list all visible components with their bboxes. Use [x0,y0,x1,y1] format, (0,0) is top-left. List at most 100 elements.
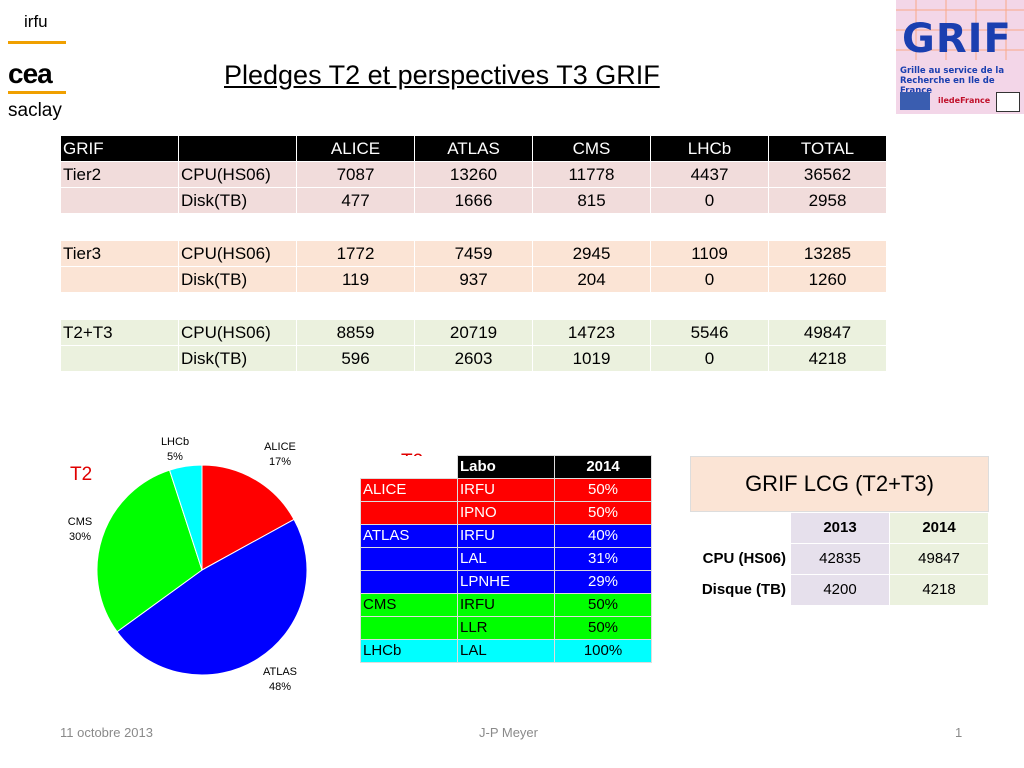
irfu-cea-saclay-logo: irfu cea saclay [8,8,68,121]
table-cell: 5546 [650,319,769,346]
table-cell: 49847 [768,319,887,346]
pie-slice-lhcb [168,464,203,571]
table-header-cell: TOTAL [768,135,887,162]
lcg-cell: 2014 [889,512,989,544]
table-cell [60,292,179,320]
labo-row: CMS IRFU 50% [360,593,652,617]
grif-subtitle-line: Grille au service de la [900,66,1005,76]
footer-page-number: 1 [955,725,963,740]
table-cell [768,213,887,241]
labo-cell: 40% [554,524,652,548]
labo-cell: 50% [554,478,652,502]
iledefrance-logo: iledeFrance [938,96,991,105]
pie-label-name: LHCb [161,436,189,448]
logo-divider [8,41,66,44]
labo-row: LPNHE 29% [360,570,652,594]
table-cell: 1772 [296,240,415,267]
labo-cell: 50% [554,501,652,525]
logo-divider [8,91,66,94]
labo-cell: 29% [554,570,652,594]
table-cell [414,292,533,320]
labo-cell [360,570,458,594]
grif-logo-word: GRIF [902,16,1012,62]
lcg-title: GRIF LCG (T2+T3) [690,456,989,512]
table-cell: 1666 [414,187,533,214]
table-cell: 2945 [532,240,651,267]
table-row: Disk(TB) 596 2603 1019 0 4218 [60,345,887,372]
table-header-cell: LHCb [650,135,769,162]
table-header-cell: GRIF [60,135,179,162]
pie-label-percent: 17% [269,456,291,468]
table-cell: 815 [532,187,651,214]
lcg-table: 2013 2014 CPU (HS06) 42835 49847 Disque (TB) 4… [686,512,989,606]
egee-logo [900,92,930,110]
table-cell: CPU(HS06) [178,161,297,188]
lcg-row: CPU (HS06) 42835 49847 [686,543,989,575]
grif-logo-subtitle: Grille au service de la Recherche en Ile… [900,66,1024,96]
pie-label-percent: 48% [269,681,291,693]
lcg-cell: Disque (TB) [686,574,791,606]
table-cell: 36562 [768,161,887,188]
table-row: Tier2 CPU(HS06) 7087 13260 11778 4437 36562 [60,161,887,188]
table-cell: 11778 [532,161,651,188]
labo-cell [360,616,458,640]
table-row: Disk(TB) 119 937 204 0 1260 [60,266,887,293]
table-cell: Tier2 [60,161,179,188]
table-cell: 596 [296,345,415,372]
table-cell: 4437 [650,161,769,188]
table-cell [296,213,415,241]
labo-cell: IRFU [457,524,555,548]
lcg-cell: 4218 [889,574,989,606]
pie-slice-cms [96,469,203,633]
labo-cell [360,501,458,525]
labo-cell: IRFU [457,593,555,617]
labo-cell: LPNHE [457,570,555,594]
labo-cell: LAL [457,547,555,571]
slide-title: Pledges T2 et perspectives T3 GRIF [224,60,660,90]
lcg-row: Disque (TB) 4200 4218 [686,574,989,606]
table-cell [60,345,179,372]
labo-cell: 50% [554,616,652,640]
lcg-logo [996,92,1020,112]
pledges-table: GRIF ALICE ATLAS CMS LHCb TOTAL Tier2 CPU(HS06)… [60,135,887,372]
table-cell: 4218 [768,345,887,372]
table-cell: Disk(TB) [178,345,297,372]
table-cell [178,292,297,320]
table-cell: CPU(HS06) [178,240,297,267]
table-cell: Disk(TB) [178,187,297,214]
pie-slice-atlas [116,518,308,676]
labo-row: IPNO 50% [360,501,652,525]
labo-cell: 31% [554,547,652,571]
table-cell [414,213,533,241]
table-cell [532,292,651,320]
labo-cell: LLR [457,616,555,640]
table-cell: 204 [532,266,651,293]
table-cell: 477 [296,187,415,214]
table-row: Disk(TB) 477 1666 815 0 2958 [60,187,887,214]
table-cell: Tier3 [60,240,179,267]
lcg-cell [686,512,791,544]
labo-cell: LHCb [360,639,458,663]
table-cell: 1260 [768,266,887,293]
labo-cell: ALICE [360,478,458,502]
pie-label-percent: 5% [167,451,183,463]
pie-slice-alice [201,464,295,571]
labo-header-cell: 2014 [554,455,652,479]
table-cell: 2603 [414,345,533,372]
labo-cell: ATLAS [360,524,458,548]
table-cell: 0 [650,187,769,214]
grif-logo-grid [896,0,1024,60]
pie-label-name: CMS [68,516,92,528]
lcg-cell: CPU (HS06) [686,543,791,575]
labo-row: ATLAS IRFU 40% [360,524,652,548]
table-header-cell: CMS [532,135,651,162]
grif-subtitle-line: Recherche en Ile de France [900,76,995,96]
table-cell: T2+T3 [60,319,179,346]
table-header-row: GRIF ALICE ATLAS CMS LHCb TOTAL [60,135,887,162]
labo-cell: IRFU [457,478,555,502]
table-cell: 0 [650,266,769,293]
t2-pie-chart: ALICE 17% ATLAS 48% CMS 30% LHCb 5% [68,436,308,693]
table-cell: 14723 [532,319,651,346]
table-spacer-row [60,292,887,320]
table-cell [178,213,297,241]
